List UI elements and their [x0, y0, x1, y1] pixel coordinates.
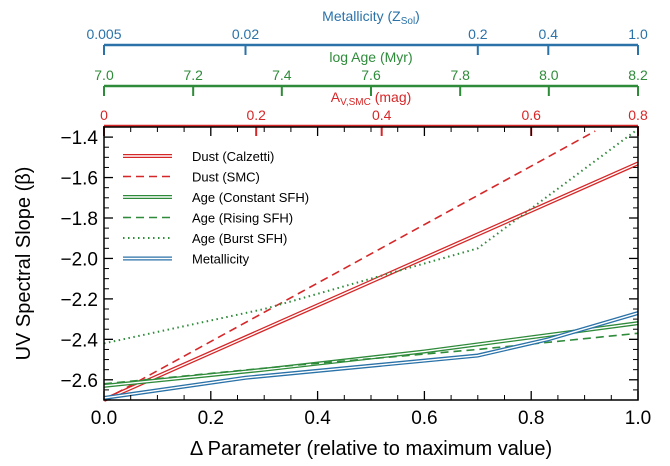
top-axis-tick-label: 0.02	[232, 26, 259, 42]
series-dust-calzetti	[103, 161, 639, 402]
series-age-rising-sfh	[103, 332, 639, 385]
top-axis-tick-label: 1.0	[628, 26, 648, 42]
y-tick-label: −2.4	[60, 330, 98, 351]
top-axis-tick-label: 0.4	[372, 107, 392, 123]
top-axis: AV,SMC (mag) 0 0.2 0.4 0.6 0.8	[100, 89, 648, 136]
top-axis-tick-label: 7.0	[94, 67, 114, 83]
legend-label: Age (Rising SFH)	[192, 211, 293, 226]
y-tick-label: −1.6	[60, 169, 98, 190]
x-tick-label: 0.2	[198, 408, 224, 429]
legend-label: Metallicity	[192, 252, 250, 267]
top-axis-tick-label: 7.6	[361, 67, 381, 83]
series-line-inner	[103, 312, 639, 399]
legend-label: Age (Burst SFH)	[192, 231, 287, 246]
top-axis-tick-label: 8.0	[539, 67, 559, 83]
x-tick-label: 0.8	[518, 408, 544, 429]
top-axes: Metallicity (ZSol) 0.005 0.02 0.2 0.4 1.0 log …	[86, 8, 648, 136]
y-axis: −1.4 −1.6 −1.8 −2.0 −2.2 −2.4 −2.6	[60, 126, 638, 392]
x-tick-label: 0.4	[304, 408, 331, 429]
y-tick-label: −1.4	[60, 128, 98, 149]
legend-item: Age (Burst SFH)	[123, 231, 287, 246]
legend-item: Age (Constant SFH)	[123, 190, 309, 205]
legend: Dust (Calzetti) Dust (SMC) Age (Constant S…	[123, 149, 309, 267]
top-axis-tick-label: 7.2	[183, 67, 203, 83]
series-age-burst-sfh	[103, 128, 639, 345]
top-axis-tick-label: 7.8	[450, 67, 470, 83]
top-axis: log Age (Myr) 7.0 7.2 7.4 7.6 7.8 8.0 8.2	[94, 49, 648, 96]
y-axis-label: UV Spectral Slope (β)	[13, 167, 35, 361]
y-tick-label: −2.2	[60, 290, 98, 311]
top-axis-tick-label: 0.2	[468, 26, 488, 42]
legend-item: Metallicity	[123, 252, 250, 267]
top-axis-title: AV,SMC (mag)	[331, 89, 412, 108]
series-line	[103, 332, 639, 385]
x-tick-label: 0.0	[91, 408, 117, 429]
series-layer	[103, 128, 639, 402]
top-axis-tick-label: 0	[100, 107, 108, 123]
y-tick-label: −2.0	[60, 249, 98, 270]
legend-label: Dust (SMC)	[192, 170, 260, 185]
top-axis-tick-label: 8.2	[628, 67, 648, 83]
top-axis-tick-label: 0.005	[86, 26, 121, 42]
series-dust-smc	[103, 130, 596, 401]
top-axis-tick-label: 7.4	[272, 67, 292, 83]
top-axis: Metallicity (ZSol) 0.005 0.02 0.2 0.4 1.0	[86, 8, 648, 55]
series-metallicity	[103, 311, 639, 400]
x-tick-label: 1.0	[625, 408, 651, 429]
top-axis-tick-label: 0.6	[521, 107, 541, 123]
top-axis-tick-label: 0.4	[539, 26, 559, 42]
series-line-inner	[103, 162, 639, 401]
legend-label: Age (Constant SFH)	[192, 190, 309, 205]
top-axis-tick-label: 0.8	[628, 107, 648, 123]
legend-item: Age (Rising SFH)	[123, 211, 293, 226]
y-tick-label: −2.6	[60, 371, 98, 392]
top-axis-tick-label: 0.2	[246, 107, 266, 123]
legend-label: Dust (Calzetti)	[192, 149, 274, 164]
y-tick-label: −1.8	[60, 209, 98, 230]
series-line	[103, 130, 596, 401]
legend-item: Dust (Calzetti)	[123, 149, 274, 164]
x-tick-label: 0.6	[411, 408, 437, 429]
legend-item: Dust (SMC)	[123, 170, 260, 185]
x-axis: 0.0 0.2 0.4 0.6 0.8 1.0	[91, 127, 651, 429]
series-line	[103, 128, 639, 345]
top-axis-title: log Age (Myr)	[329, 49, 412, 65]
x-axis-label: Δ Parameter (relative to maximum value)	[190, 438, 552, 460]
top-axis-title: Metallicity (ZSol)	[322, 8, 420, 27]
